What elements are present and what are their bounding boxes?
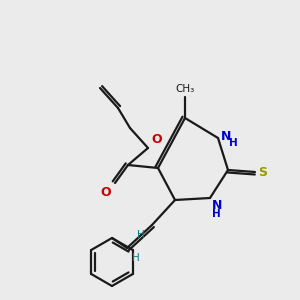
Text: H: H (137, 230, 145, 240)
Text: CH₃: CH₃ (176, 84, 195, 94)
Text: N: N (212, 199, 222, 212)
Text: H: H (132, 253, 140, 263)
Text: O: O (100, 186, 111, 199)
Text: H: H (229, 138, 238, 148)
Text: H: H (212, 209, 221, 219)
Text: O: O (151, 133, 162, 146)
Text: N: N (221, 130, 231, 143)
Text: S: S (258, 166, 267, 178)
